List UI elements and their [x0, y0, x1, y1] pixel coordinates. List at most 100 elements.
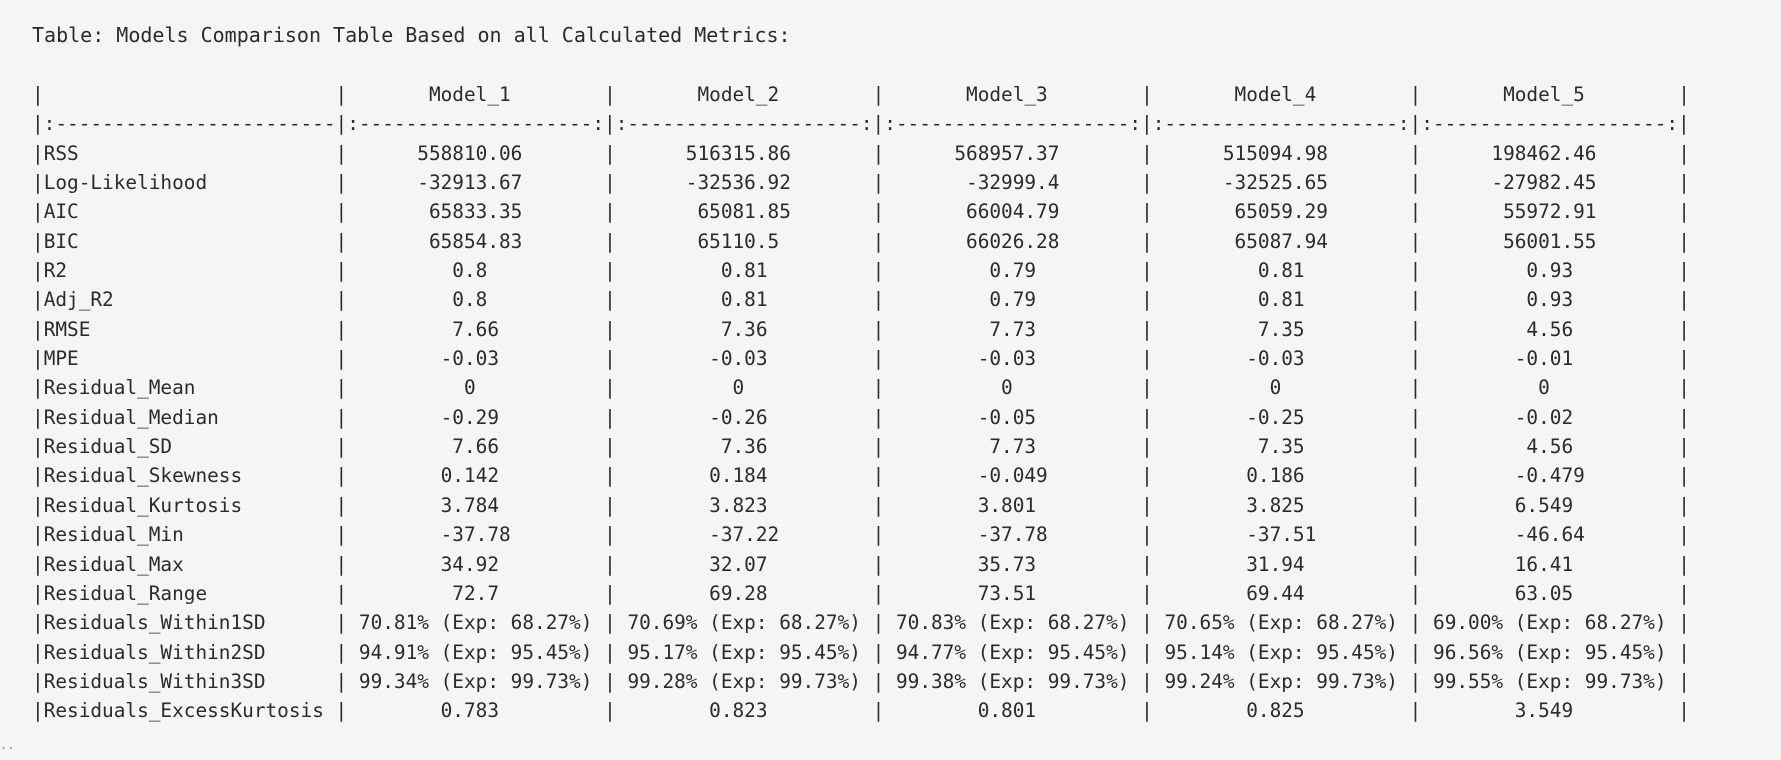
column-separator: | [1678, 552, 1690, 576]
column-separator: | [1678, 347, 1690, 371]
cell-value: 3.801 [884, 493, 1142, 517]
cell-value: 63.05 [1421, 581, 1679, 605]
column-separator: | [1409, 83, 1422, 106]
cell-value: Model_4 [1152, 83, 1410, 106]
column-separator: | [1678, 435, 1690, 459]
column-separator: | [1141, 493, 1153, 517]
column-separator: | [32, 493, 44, 517]
column-separator: | [1409, 200, 1422, 224]
column-separator: | [1678, 493, 1690, 517]
column-separator: | [335, 611, 348, 635]
cell-value: 7.36 [615, 317, 873, 341]
cell-value: 0 [615, 376, 873, 400]
cell-value: Model_3 [884, 83, 1142, 106]
cell-value: 7.66 [347, 435, 605, 459]
table-separator-row: |:------------------------|:------------… [32, 112, 1690, 136]
cell-value: 3.784 [347, 493, 605, 517]
column-separator: | [335, 464, 348, 488]
cell-value: 558810.06 [347, 141, 605, 165]
column-separator: | [872, 435, 885, 459]
column-separator: | [1409, 464, 1422, 488]
cell-value: -32536.92 [615, 171, 873, 195]
cell-value: 55972.91 [1421, 200, 1679, 224]
column-separator: | [32, 317, 44, 341]
column-separator: | [335, 435, 348, 459]
cell-value: 65059.29 [1152, 200, 1410, 224]
cell-value: -0.03 [347, 347, 605, 371]
column-separator: | [604, 493, 616, 517]
row-label: RMSE [43, 317, 336, 341]
column-separator: | [335, 669, 348, 693]
cell-value: 69.28 [615, 581, 873, 605]
truncation-marker: .. [0, 738, 15, 752]
column-separator: | [32, 669, 44, 693]
table-row: |Residual_Min | -37.78 | -37.22 | -37.78… [32, 520, 1690, 549]
cell-value: 99.55% (Exp: 99.73%) [1421, 669, 1679, 693]
column-separator: | [335, 288, 348, 312]
cell-value: 99.38% (Exp: 99.73%) [884, 669, 1142, 693]
column-separator: | [1141, 435, 1153, 459]
column-separator: | [604, 405, 616, 429]
column-separator: | [32, 523, 44, 547]
column-separator: | [1409, 229, 1422, 253]
column-separator: | [1409, 640, 1422, 664]
table-row: |Residuals_Within1SD | 70.81% (Exp: 68.2… [32, 608, 1690, 637]
cell-value: 99.28% (Exp: 99.73%) [615, 669, 873, 693]
column-separator: | [32, 552, 44, 576]
table-row: |Residual_Skewness | 0.142 | 0.184 | -0.… [32, 461, 1690, 490]
column-separator: | [1141, 611, 1153, 635]
cell-value: 34.92 [347, 552, 605, 576]
column-separator: | [1409, 171, 1422, 195]
cell-value: 3.825 [1152, 493, 1410, 517]
column-separator: | [1409, 581, 1422, 605]
cell-value: Model_2 [615, 83, 873, 106]
table-row: |Adj_R2 | 0.8 | 0.81 | 0.79 | 0.81 | 0.9… [32, 285, 1690, 314]
cell-value: 516315.86 [615, 141, 873, 165]
column-separator: | [1678, 464, 1690, 488]
column-separator: | [1678, 171, 1690, 195]
column-separator: | [1141, 699, 1153, 723]
column-separator: | [1678, 376, 1690, 400]
column-separator: | [32, 376, 44, 400]
table-row: |MPE | -0.03 | -0.03 | -0.03 | -0.03 | -… [32, 344, 1690, 373]
column-separator: | [32, 259, 44, 283]
column-separator: | [1141, 464, 1153, 488]
column-separator: | [872, 699, 885, 723]
cell-value: -0.03 [1152, 347, 1410, 371]
cell-value: 7.35 [1152, 317, 1410, 341]
cell-value: 515094.98 [1152, 141, 1410, 165]
column-separator: | [872, 259, 885, 283]
column-separator: | [604, 288, 616, 312]
column-separator: | [872, 83, 885, 106]
cell-value: 99.24% (Exp: 99.73%) [1152, 669, 1410, 693]
column-separator: | [872, 229, 885, 253]
column-separator: | [32, 229, 44, 253]
cell-value: -37.78 [884, 523, 1142, 547]
column-separator: | [335, 376, 348, 400]
column-separator: | [335, 347, 348, 371]
column-separator: | [335, 200, 348, 224]
column-separator: | [604, 464, 616, 488]
column-separator: | [604, 317, 616, 341]
cell-value: -27982.45 [1421, 171, 1679, 195]
column-separator: | [872, 552, 885, 576]
cell-value: 4.56 [1421, 435, 1679, 459]
column-separator: | [1409, 317, 1422, 341]
cell-value: -0.05 [884, 405, 1142, 429]
column-separator: | [1141, 405, 1153, 429]
table-row: |Residual_Mean | 0 | 0 | 0 | 0 | 0 | [32, 373, 1690, 402]
column-separator: | [335, 523, 348, 547]
cell-value: 0.81 [615, 288, 873, 312]
row-label: Residuals_Within2SD [43, 640, 336, 664]
column-separator: | [1141, 229, 1153, 253]
column-separator: | [604, 581, 616, 605]
cell-value: 95.17% (Exp: 95.45%) [615, 640, 873, 664]
column-separator: | [872, 141, 885, 165]
cell-value: 65110.5 [615, 229, 873, 253]
cell-value: 66004.79 [884, 200, 1142, 224]
column-separator: | [604, 200, 616, 224]
cell-value: 0.93 [1421, 288, 1679, 312]
cell-value: 3.549 [1421, 699, 1679, 723]
column-separator: | [1141, 552, 1153, 576]
column-separator: | [1678, 611, 1690, 635]
